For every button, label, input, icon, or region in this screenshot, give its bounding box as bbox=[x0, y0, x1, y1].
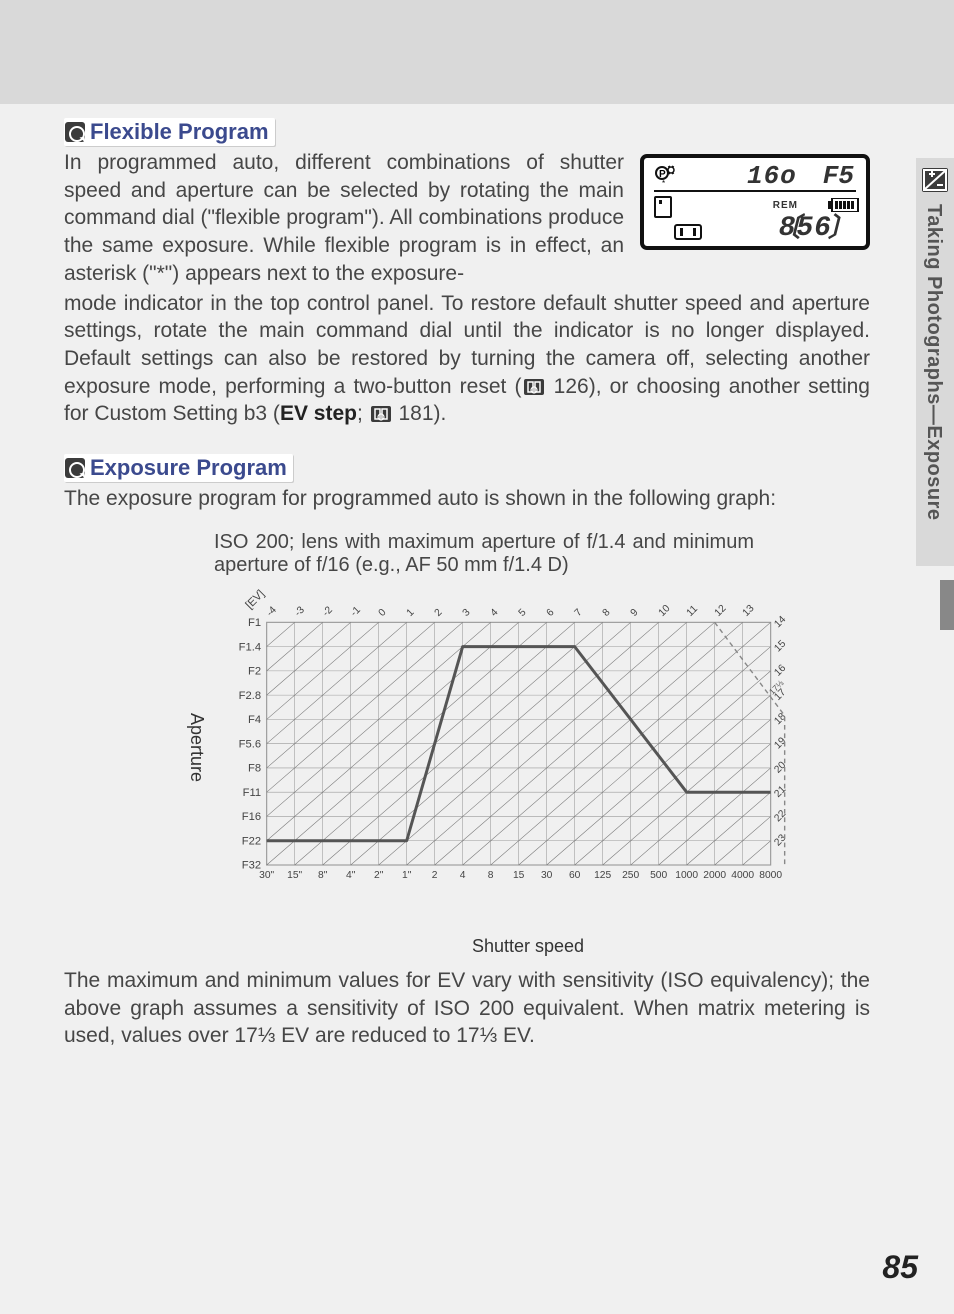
svg-text:F8: F8 bbox=[248, 763, 261, 775]
lcd-panel: P* 16o F5 REM 856 〔 〕 bbox=[640, 154, 870, 250]
svg-text:250: 250 bbox=[622, 870, 639, 881]
svg-text:-1: -1 bbox=[349, 604, 363, 618]
svg-text:-4: -4 bbox=[265, 604, 279, 618]
tip-flexible-program: Flexible Program bbox=[64, 118, 275, 146]
svg-text:2: 2 bbox=[433, 607, 445, 619]
lcd-aperture: F5 bbox=[823, 161, 854, 191]
ev-step-label: EV step bbox=[280, 402, 357, 425]
svg-text:8": 8" bbox=[318, 870, 328, 881]
svg-text:F11: F11 bbox=[243, 787, 261, 799]
flexible-para1: In programmed auto, different combinatio… bbox=[64, 149, 624, 288]
svg-text:10: 10 bbox=[657, 603, 673, 619]
svg-text:2: 2 bbox=[432, 870, 438, 881]
svg-text:6: 6 bbox=[545, 607, 557, 619]
svg-text:F5.6: F5.6 bbox=[239, 738, 261, 750]
tip-exposure-title: Exposure Program bbox=[90, 455, 287, 481]
svg-text:1": 1" bbox=[402, 870, 412, 881]
svg-text:20: 20 bbox=[772, 760, 788, 776]
svg-text:9: 9 bbox=[629, 607, 641, 619]
top-grey-banner bbox=[0, 0, 954, 104]
tip-icon bbox=[65, 122, 85, 142]
page-content: Flexible Program In programmed auto, dif… bbox=[64, 118, 870, 1050]
svg-text:11: 11 bbox=[685, 603, 701, 619]
exposure-after-para: The maximum and minimum values for EV va… bbox=[64, 967, 870, 1050]
lcd-af-brackets-icon bbox=[674, 224, 702, 240]
y-axis-label: Aperture bbox=[186, 713, 207, 782]
svg-text:12: 12 bbox=[713, 603, 729, 619]
svg-text:16: 16 bbox=[772, 662, 788, 678]
svg-text:F1: F1 bbox=[248, 617, 261, 629]
flexible-pageref2: 181). bbox=[393, 402, 447, 425]
svg-text:8: 8 bbox=[601, 607, 613, 619]
page-number: 85 bbox=[882, 1249, 918, 1286]
tip-flexible-title: Flexible Program bbox=[90, 119, 269, 145]
svg-text:3: 3 bbox=[461, 607, 473, 619]
svg-text:13: 13 bbox=[741, 603, 757, 619]
lcd-parentheses: 〔 〕 bbox=[774, 207, 860, 244]
svg-text:2000: 2000 bbox=[703, 870, 726, 881]
svg-text:19: 19 bbox=[772, 735, 788, 751]
exposure-graph: F1 F1.4 F2 F2.8 F4 F5.6 F8 F11 F16 F22 F3230" 15" 8"… bbox=[220, 583, 836, 923]
svg-text:-3: -3 bbox=[293, 604, 307, 618]
svg-text:23: 23 bbox=[772, 832, 788, 848]
svg-text:21: 21 bbox=[772, 784, 788, 800]
svg-text:4": 4" bbox=[346, 870, 356, 881]
svg-text:F2: F2 bbox=[248, 666, 261, 678]
svg-text:8: 8 bbox=[488, 870, 494, 881]
svg-text:7: 7 bbox=[573, 607, 585, 619]
svg-text:30": 30" bbox=[259, 870, 274, 881]
svg-text:15: 15 bbox=[772, 638, 788, 654]
svg-text:1000: 1000 bbox=[675, 870, 698, 881]
lcd-shutter: 16o bbox=[747, 161, 797, 191]
svg-text:22: 22 bbox=[772, 808, 788, 824]
tip-exposure-program: Exposure Program bbox=[64, 454, 293, 482]
thumb-tab bbox=[940, 580, 954, 630]
page-ref-icon bbox=[524, 379, 544, 395]
svg-text:*: * bbox=[662, 179, 665, 188]
sidebar-tab: Taking Photographs—Exposure bbox=[916, 158, 954, 566]
svg-text:4000: 4000 bbox=[731, 870, 754, 881]
page-ref-icon bbox=[371, 406, 391, 422]
svg-text:1: 1 bbox=[405, 607, 417, 619]
sep: ; bbox=[357, 402, 369, 425]
svg-text:15: 15 bbox=[513, 870, 525, 881]
svg-text:F4: F4 bbox=[248, 714, 261, 726]
x-axis-label: Shutter speed bbox=[220, 936, 836, 957]
svg-text:4: 4 bbox=[489, 607, 501, 619]
svg-text:F1.4: F1.4 bbox=[239, 641, 261, 653]
svg-text:F22: F22 bbox=[242, 835, 261, 847]
svg-text:125: 125 bbox=[594, 870, 611, 881]
svg-text:8000: 8000 bbox=[759, 870, 782, 881]
svg-text:30: 30 bbox=[541, 870, 553, 881]
svg-text:F2.8: F2.8 bbox=[239, 690, 261, 702]
exposure-intro: The exposure program for programmed auto… bbox=[64, 485, 870, 513]
svg-text:4: 4 bbox=[460, 870, 466, 881]
svg-text:500: 500 bbox=[650, 870, 667, 881]
sidebar-section-label: Taking Photographs—Exposure bbox=[922, 204, 945, 521]
svg-text:15": 15" bbox=[287, 870, 302, 881]
flexible-para2: mode indicator in the top control panel.… bbox=[64, 290, 870, 429]
svg-text:-2: -2 bbox=[321, 604, 335, 618]
exposure-comp-icon bbox=[922, 168, 948, 192]
svg-text:F16: F16 bbox=[242, 811, 261, 823]
svg-text:14: 14 bbox=[772, 614, 788, 630]
svg-text:[EV]: [EV] bbox=[244, 588, 267, 611]
lcd-card-icon bbox=[654, 196, 672, 218]
tip-icon bbox=[65, 458, 85, 478]
svg-text:2": 2" bbox=[374, 870, 384, 881]
svg-text:F32: F32 bbox=[242, 860, 261, 872]
graph-caption: ISO 200; lens with maximum aperture of f… bbox=[214, 531, 754, 577]
svg-text:5: 5 bbox=[517, 607, 529, 619]
svg-text:0: 0 bbox=[377, 607, 389, 619]
svg-text:60: 60 bbox=[569, 870, 581, 881]
svg-text:18: 18 bbox=[772, 711, 788, 727]
lcd-mode-icon: P* bbox=[654, 164, 678, 188]
